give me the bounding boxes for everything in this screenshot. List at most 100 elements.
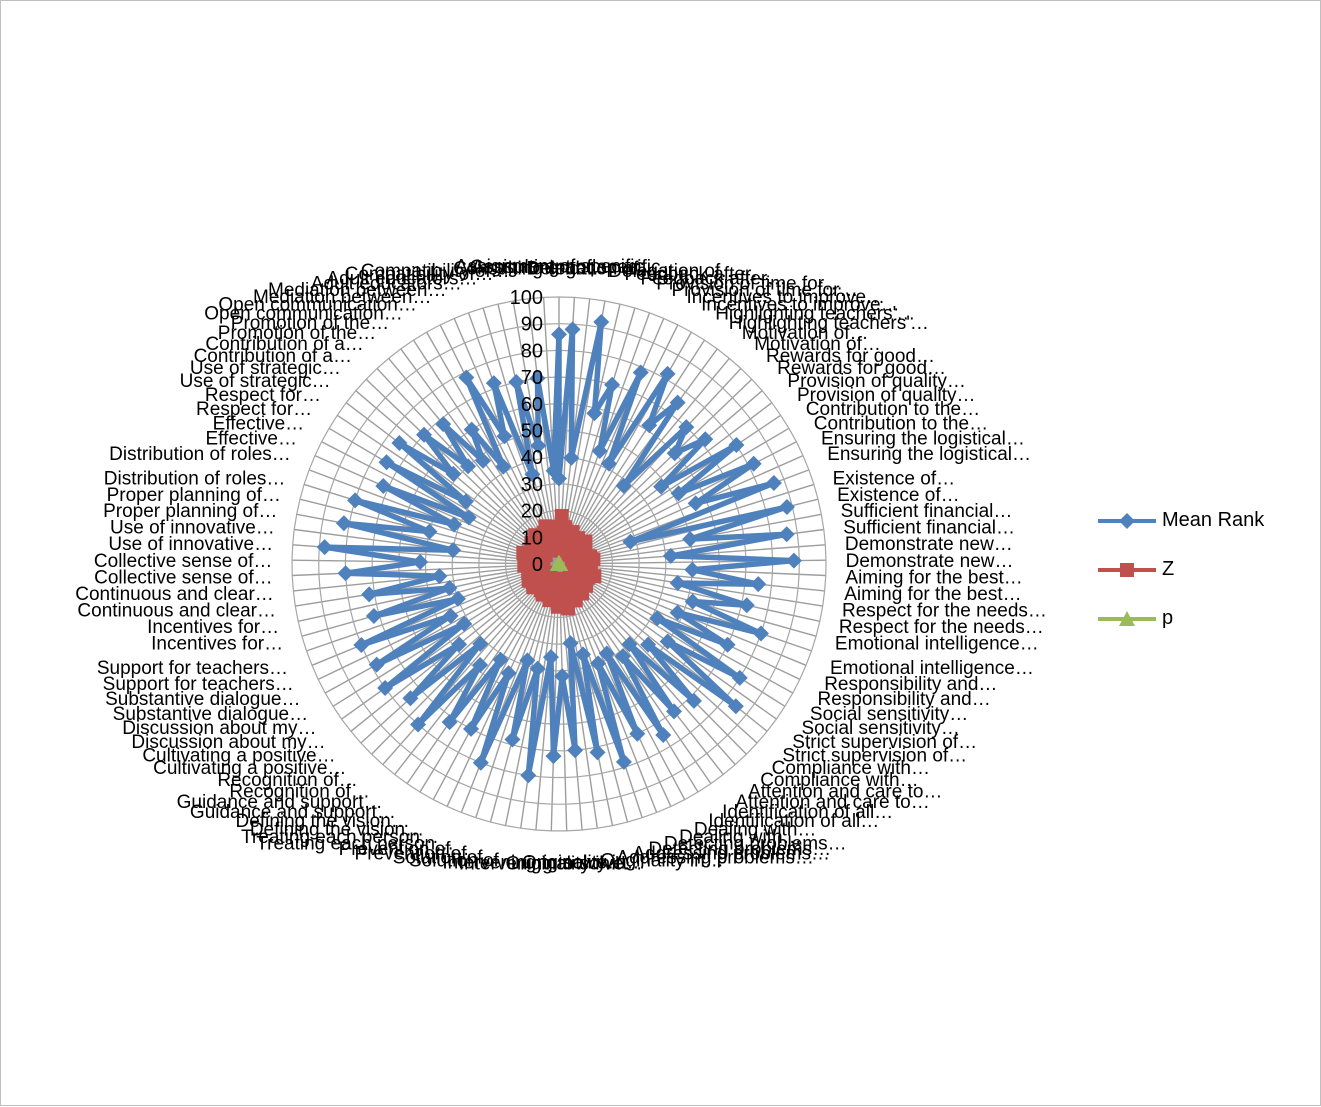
data-point-diamond bbox=[562, 635, 579, 652]
series-0 bbox=[316, 314, 802, 784]
data-point-diamond bbox=[614, 648, 631, 665]
category-label: Compatibility of… bbox=[361, 261, 510, 282]
data-point-diamond bbox=[353, 637, 370, 654]
category-label: Contribution to the… bbox=[814, 414, 988, 435]
category-label: Intervening to solve… bbox=[459, 853, 643, 874]
data-point-diamond bbox=[445, 542, 462, 559]
radial-tick-label: 30 bbox=[521, 474, 543, 496]
data-point-diamond bbox=[670, 485, 687, 502]
data-point-diamond bbox=[687, 495, 704, 512]
category-label: Emotional intelligence… bbox=[830, 658, 1034, 679]
legend-item-z: Z bbox=[1096, 545, 1316, 594]
data-point-diamond bbox=[685, 692, 702, 709]
data-point-diamond bbox=[446, 516, 463, 533]
legend-label: Z bbox=[1162, 558, 1175, 580]
radial-tick-label: 0 bbox=[532, 554, 543, 576]
data-point-diamond bbox=[731, 669, 748, 686]
category-label: Demonstrate new… bbox=[846, 551, 1014, 572]
category-label: Rewards for good… bbox=[766, 346, 935, 367]
radial-tick-label: 40 bbox=[521, 447, 543, 469]
data-point-diamond bbox=[682, 531, 699, 548]
legend-marker-diamond-icon bbox=[1098, 512, 1156, 529]
data-point-diamond bbox=[442, 607, 459, 624]
category-label: Respect for… bbox=[196, 399, 312, 420]
category-label: Defining the vision… bbox=[236, 811, 410, 832]
data-point-diamond bbox=[475, 452, 492, 469]
data-point-diamond bbox=[589, 744, 606, 761]
data-point-diamond bbox=[567, 742, 584, 759]
category-label: Provision of time for… bbox=[672, 280, 859, 301]
category-label: Prevention of… bbox=[339, 839, 470, 860]
data-point-diamond bbox=[472, 657, 489, 674]
data-point-diamond bbox=[361, 586, 378, 603]
data-point-diamond bbox=[684, 561, 701, 578]
data-point-diamond bbox=[445, 465, 462, 482]
category-label: Recognition of… bbox=[229, 782, 369, 803]
data-point-diamond bbox=[378, 454, 395, 471]
series-1 bbox=[516, 509, 602, 616]
data-point-diamond bbox=[653, 478, 670, 495]
data-point-diamond bbox=[545, 462, 562, 479]
data-point-diamond bbox=[750, 576, 767, 593]
data-point-diamond bbox=[666, 445, 683, 462]
category-label: Incentives to improve… bbox=[687, 287, 886, 308]
data-point-diamond bbox=[554, 668, 571, 685]
data-point-diamond bbox=[678, 419, 695, 436]
data-point-diamond bbox=[347, 492, 364, 509]
category-label: Effective… bbox=[205, 429, 297, 450]
data-point-diamond bbox=[598, 645, 615, 662]
data-point-diamond bbox=[485, 375, 502, 392]
data-point-diamond bbox=[368, 656, 385, 673]
data-point-diamond bbox=[460, 509, 477, 526]
category-label: Continuous and clear… bbox=[75, 584, 274, 605]
category-label: Open communication… bbox=[204, 303, 403, 324]
data-point-square bbox=[551, 541, 566, 556]
data-point-diamond bbox=[456, 615, 473, 632]
category-label: Discussion about my… bbox=[131, 732, 325, 753]
category-label: Strict supervision of… bbox=[782, 745, 967, 766]
category-label: Responsibility and… bbox=[818, 689, 991, 710]
category-label: Recognition of… bbox=[217, 770, 357, 791]
data-point-diamond bbox=[410, 716, 427, 733]
category-labels: Assignment of specific…Assignment of spe… bbox=[75, 257, 1047, 875]
radar-gridline bbox=[505, 509, 614, 619]
data-point-diamond bbox=[778, 499, 795, 516]
data-point-diamond bbox=[542, 649, 559, 666]
category-label: Aiming for the best… bbox=[845, 568, 1022, 589]
category-label: Collective sense of… bbox=[94, 551, 272, 572]
category-label: Promotion of the… bbox=[231, 313, 389, 334]
category-label: Compliance with… bbox=[772, 758, 930, 779]
data-point-diamond bbox=[504, 731, 521, 748]
data-point-diamond bbox=[593, 314, 610, 331]
data-point-diamond bbox=[412, 553, 429, 570]
data-point-diamond bbox=[519, 652, 536, 669]
data-point-diamond bbox=[591, 442, 608, 459]
category-label: Addressing problems… bbox=[633, 844, 830, 865]
category-label: Discussion about my… bbox=[122, 718, 316, 739]
category-label: Guidance and support… bbox=[177, 792, 383, 813]
legend-marker-square-icon bbox=[1098, 562, 1156, 577]
category-label: Sufficient financial… bbox=[843, 518, 1015, 539]
data-point-diamond bbox=[451, 636, 468, 653]
category-label: Use of strategic… bbox=[180, 371, 331, 392]
data-point-diamond bbox=[457, 493, 474, 510]
legend-marker-triangle-icon bbox=[1098, 610, 1156, 626]
data-point-diamond bbox=[472, 635, 489, 652]
data-point-diamond bbox=[745, 455, 762, 472]
category-label: Distribution of roles… bbox=[109, 444, 291, 465]
category-label: Defining the vision… bbox=[250, 819, 424, 840]
data-point-diamond bbox=[496, 428, 513, 445]
data-point-diamond bbox=[463, 720, 480, 737]
data-point-diamond bbox=[697, 431, 714, 448]
data-point-diamond bbox=[564, 321, 581, 338]
category-label: Contribution to the… bbox=[806, 399, 980, 420]
data-point-diamond bbox=[615, 753, 632, 770]
category-label: Assignment of specific… bbox=[455, 257, 663, 278]
radial-tick-label: 50 bbox=[521, 421, 543, 443]
category-label: Originality in… bbox=[600, 850, 724, 871]
series-2 bbox=[550, 555, 568, 571]
data-point-diamond bbox=[590, 655, 607, 672]
data-point-diamond bbox=[402, 690, 419, 707]
category-label: Distribution of roles… bbox=[104, 469, 286, 490]
data-point-diamond bbox=[500, 665, 517, 682]
